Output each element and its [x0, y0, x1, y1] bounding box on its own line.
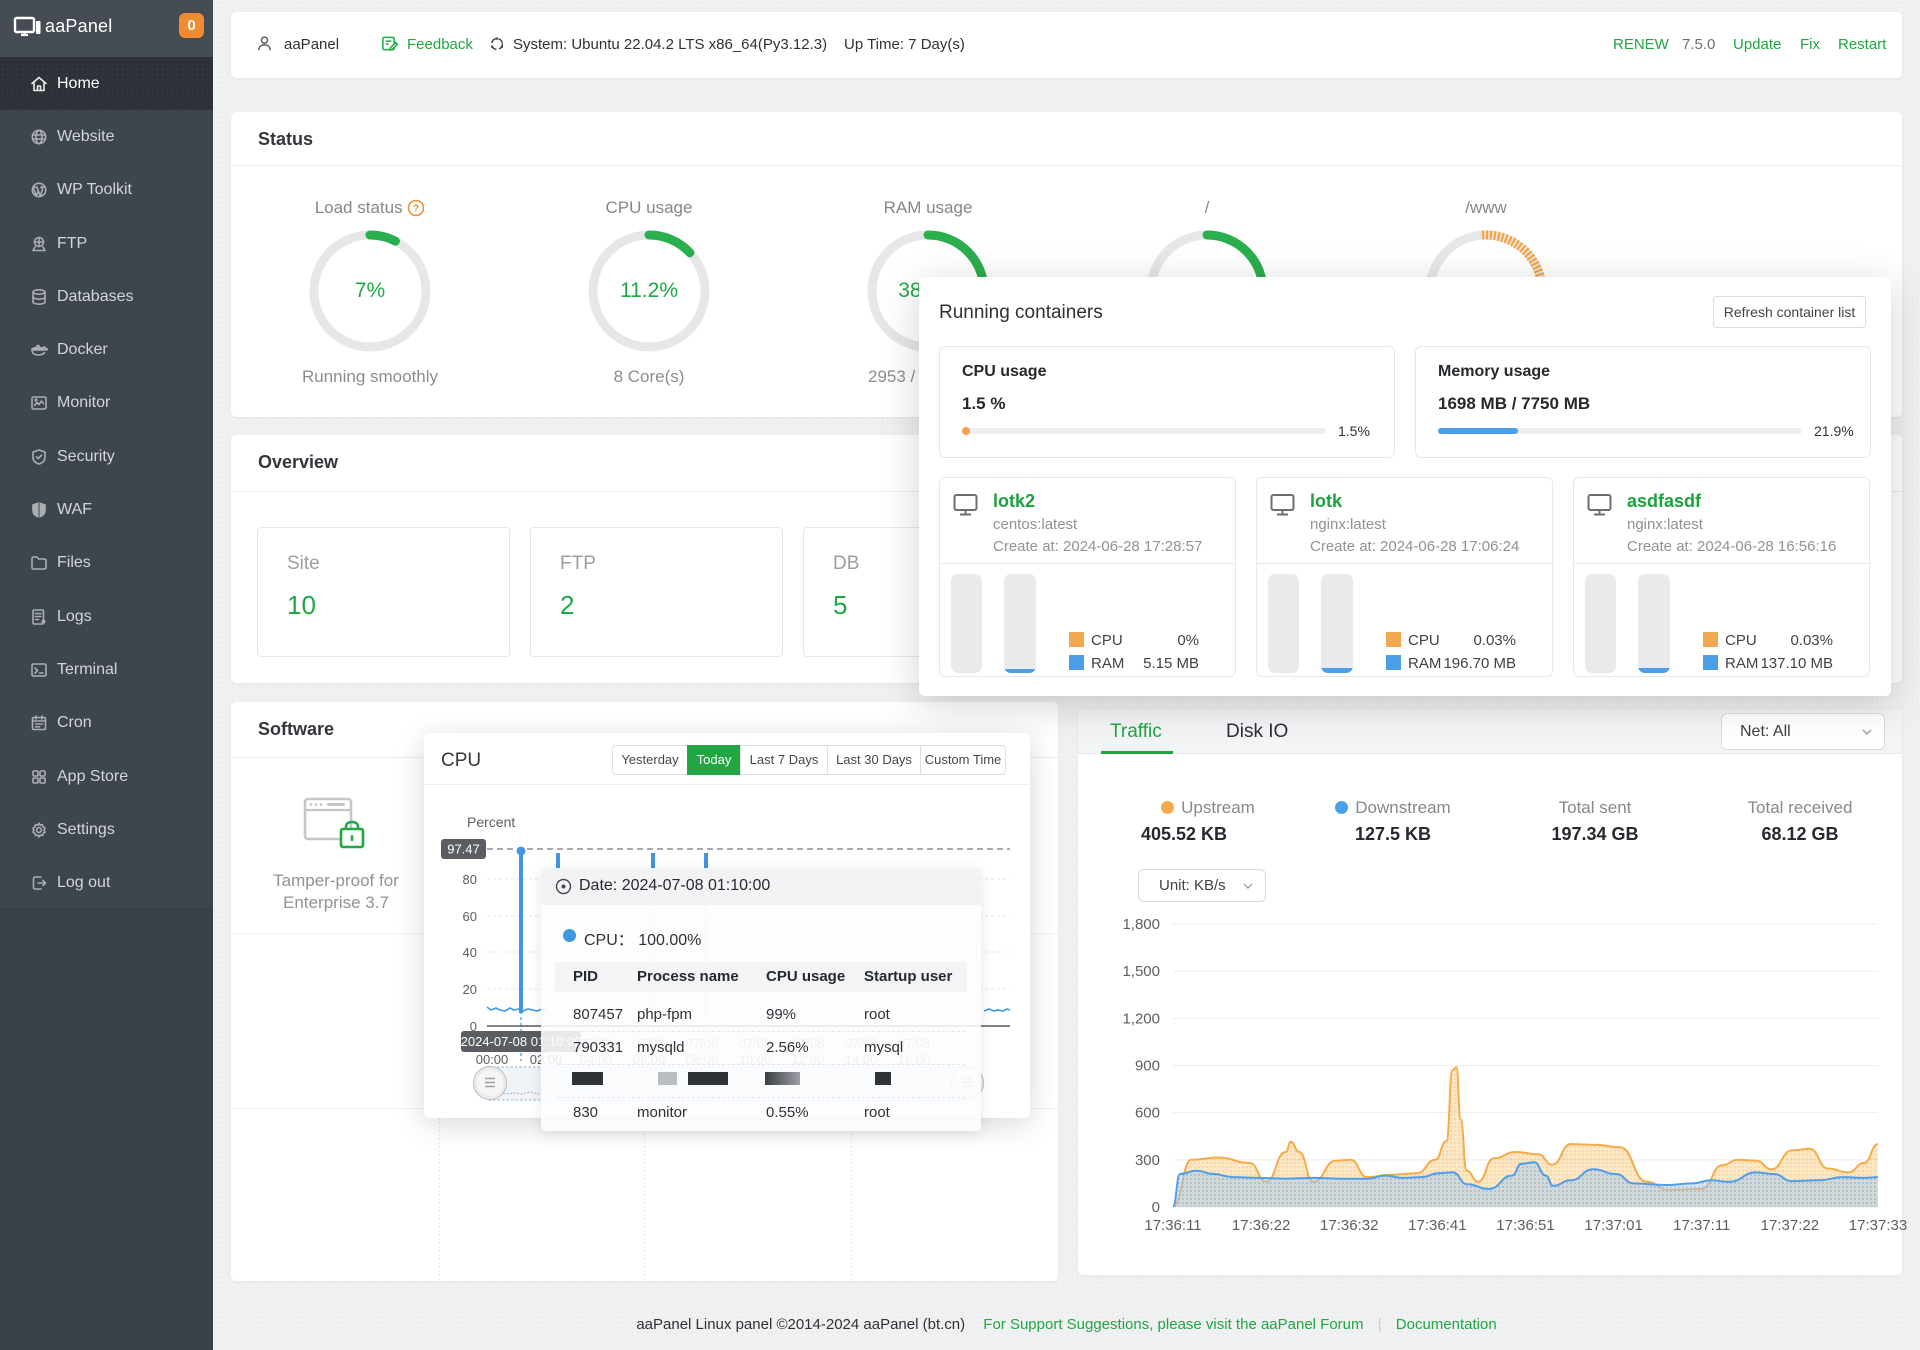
svg-text:17:37:11: 17:37:11	[1673, 1217, 1730, 1234]
svg-text:17:36:11: 17:36:11	[1144, 1217, 1201, 1234]
svg-text:17:36:51: 17:36:51	[1496, 1217, 1554, 1234]
svg-text:00:00: 00:00	[476, 1052, 509, 1067]
svg-text:60: 60	[463, 909, 477, 924]
svg-text:300: 300	[1135, 1152, 1160, 1169]
svg-text:Percent: Percent	[467, 814, 515, 830]
svg-text:17:36:41: 17:36:41	[1408, 1217, 1466, 1234]
svg-text:40: 40	[463, 945, 477, 960]
svg-text:80: 80	[463, 872, 477, 887]
svg-text:20: 20	[463, 982, 477, 997]
svg-text:1,800: 1,800	[1122, 916, 1160, 933]
svg-text:97.47: 97.47	[447, 842, 480, 857]
svg-text:1,500: 1,500	[1122, 963, 1160, 980]
svg-text:17:36:32: 17:36:32	[1320, 1217, 1378, 1234]
svg-text:?: ?	[413, 204, 419, 215]
svg-text:17:37:33: 17:37:33	[1849, 1217, 1907, 1234]
svg-text:0: 0	[470, 1019, 477, 1034]
svg-text:17:36:22: 17:36:22	[1232, 1217, 1290, 1234]
svg-text:1,200: 1,200	[1122, 1010, 1160, 1027]
svg-text:900: 900	[1135, 1058, 1160, 1075]
svg-text:17:37:22: 17:37:22	[1761, 1217, 1819, 1234]
svg-text:17:37:01: 17:37:01	[1584, 1217, 1642, 1234]
svg-text:600: 600	[1135, 1105, 1160, 1122]
svg-text:0: 0	[1152, 1199, 1160, 1216]
